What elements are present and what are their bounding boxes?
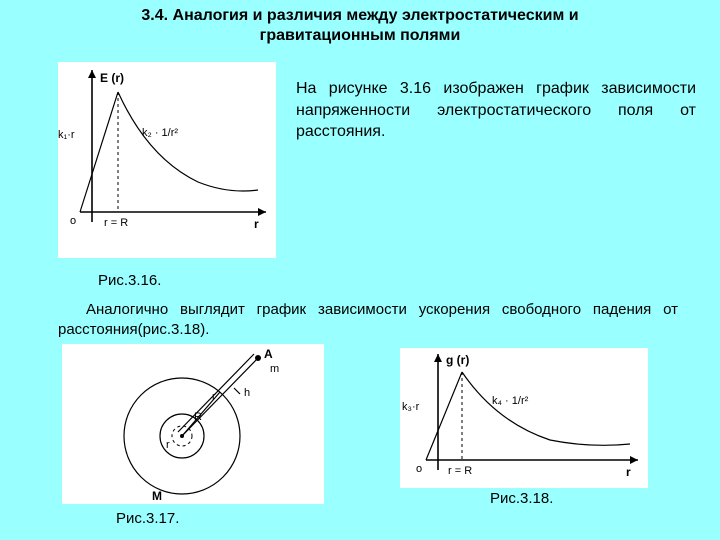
peak-x-label: r = R <box>104 217 128 229</box>
right-seg-label-318: k₄ · 1/r² <box>492 395 529 407</box>
left-seg-label: k₁·r <box>58 129 75 141</box>
page: 3.4. Аналогия и различия между электрост… <box>0 0 720 540</box>
left-seg-label-318: k₃·r <box>402 401 420 413</box>
m-label: m <box>270 363 279 375</box>
figure-3-18: o g (r) r r = R k₃·r k₄ · 1/r² <box>400 348 648 488</box>
paragraph-1: На рисунке 3.16 изображен график зависим… <box>296 78 696 143</box>
A-label: A <box>264 347 273 361</box>
h-label: h <box>244 387 250 399</box>
caption-3-17: Рис.3.17. <box>116 510 179 527</box>
M-label: M <box>152 489 162 503</box>
figure-3-17: A m r h R r M <box>62 344 324 504</box>
y-axis-label-318: g (r) <box>446 353 469 367</box>
origin-label: o <box>70 215 76 227</box>
right-seg-label: k₂ · 1/r² <box>142 127 178 139</box>
caption-3-16: Рис.3.16. <box>98 272 161 289</box>
figure-3-16: o E (r) r r = R k₁·r k₂ · 1/r² <box>58 62 276 258</box>
y-axis-label: E (r) <box>100 71 124 85</box>
caption-3-18: Рис.3.18. <box>490 490 553 507</box>
x-axis-label: r <box>254 217 259 231</box>
title-line1: 3.4. Аналогия и различия между электрост… <box>141 7 578 24</box>
paragraph-2: Аналогично выглядит график зависимости у… <box>58 300 678 339</box>
x-axis-label-318: r <box>626 465 631 479</box>
origin-label-318: o <box>416 463 422 475</box>
r-small-label: r <box>166 439 170 451</box>
peak-x-label-318: r = R <box>448 465 472 477</box>
section-title: 3.4. Аналогия и различия между электрост… <box>0 6 720 46</box>
title-line2: гравитационным полями <box>260 27 461 44</box>
